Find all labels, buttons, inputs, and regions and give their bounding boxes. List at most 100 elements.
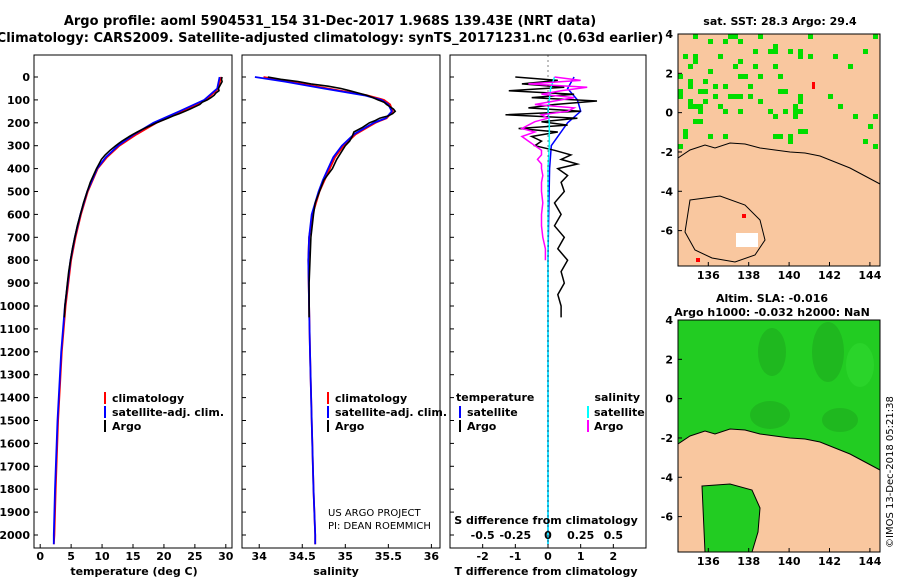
depth-tick-label: 1400 bbox=[0, 392, 30, 405]
map-y-tick-label: 2 bbox=[665, 67, 673, 80]
sst-pixel bbox=[703, 89, 708, 94]
map-y-tick-label: 0 bbox=[665, 393, 673, 406]
legend-satellite: satellite-adj. clim. bbox=[335, 406, 447, 419]
sst-pixel bbox=[713, 84, 718, 89]
sst-pixel bbox=[698, 89, 703, 94]
depth-axis: 0 100 200 300 400 500 600 700 800 900 1000 1100 1200… bbox=[0, 71, 454, 542]
sst-pixel bbox=[698, 119, 703, 124]
depth-tick-label: 800 bbox=[7, 254, 30, 267]
sst-pixel bbox=[728, 34, 733, 39]
map-y-tick-label: 2 bbox=[665, 353, 673, 366]
map-y-tick-label: -6 bbox=[661, 225, 674, 238]
series-line-climatology bbox=[52, 76, 222, 545]
map-y-tick-label: -2 bbox=[661, 146, 673, 159]
sst-pixel bbox=[773, 44, 778, 49]
sst-pixel bbox=[738, 39, 743, 44]
difference-tick-label: 0 bbox=[544, 550, 552, 563]
temperature-tick-label: 30 bbox=[218, 550, 234, 563]
difference-axis-label: T difference from climatology bbox=[454, 565, 637, 578]
sst-pixel bbox=[793, 109, 798, 114]
sst-pixel bbox=[838, 104, 843, 109]
sst-pixel bbox=[698, 109, 703, 114]
depth-tick-label: 1500 bbox=[0, 415, 30, 428]
map-y-tick-label: -4 bbox=[661, 471, 674, 484]
sst-pixel bbox=[688, 79, 693, 84]
map-y-tick-label: -2 bbox=[661, 432, 673, 445]
sst-pixel bbox=[758, 34, 763, 39]
salinity-series bbox=[254, 76, 397, 545]
depth-tick-label: 400 bbox=[7, 163, 30, 176]
sst-map-title: sat. SST: 28.3 Argo: 29.4 bbox=[703, 15, 857, 28]
sst-pixel bbox=[868, 124, 873, 129]
sst-pixel bbox=[793, 104, 798, 109]
sst-pixel bbox=[718, 104, 723, 109]
difference-salinity-tick-label: -0.5 bbox=[471, 529, 495, 542]
sst-pixel bbox=[713, 94, 718, 99]
series-line-climatology bbox=[263, 76, 394, 545]
salinity-panel bbox=[241, 54, 441, 549]
temperature-tick-label: 10 bbox=[94, 550, 110, 563]
salinity-axis-label: salinity bbox=[313, 565, 359, 578]
sst-pixel bbox=[748, 84, 753, 89]
sst-pixel bbox=[728, 94, 733, 99]
salinity-tick-label: 35 bbox=[338, 550, 353, 563]
sst-pixel bbox=[678, 144, 683, 149]
temperature-tick-label: 25 bbox=[187, 550, 202, 563]
series-line-argo bbox=[267, 76, 397, 318]
sst-map bbox=[678, 34, 880, 266]
sst-pixel bbox=[773, 114, 778, 119]
sst-pixel bbox=[828, 94, 833, 99]
sla-map-frame bbox=[677, 319, 881, 553]
legend-s-argo: Argo bbox=[594, 420, 624, 433]
sst-pixel bbox=[723, 39, 728, 44]
salinity-tick-label: 36 bbox=[424, 550, 440, 563]
sst-pixel bbox=[683, 129, 688, 134]
legend-t-satellite: satellite bbox=[467, 406, 518, 419]
depth-tick-label: 1200 bbox=[0, 346, 30, 359]
sla-map-title-line1: Altim. SLA: -0.016 bbox=[716, 292, 828, 305]
temperature-axis-label: temperature (deg C) bbox=[70, 565, 197, 578]
map-x-tick-label: 144 bbox=[858, 269, 881, 282]
sst-pixel bbox=[678, 74, 683, 79]
legend-salinity-title: salinity bbox=[594, 391, 640, 404]
salinity-tick-label: 35.5 bbox=[375, 550, 402, 563]
sst-pixel bbox=[773, 64, 778, 69]
depth-tick-label: 700 bbox=[7, 231, 30, 244]
sst-pixel bbox=[778, 89, 783, 94]
difference-salinity-tick-label: 0.25 bbox=[567, 529, 594, 542]
sst-pixel bbox=[723, 109, 728, 114]
sst-pixel bbox=[853, 114, 858, 119]
island-coast bbox=[701, 483, 761, 552]
sst-pixel bbox=[798, 49, 803, 54]
sst-pixel bbox=[703, 79, 708, 84]
sst-map-ticks: 136 138 140 142 144 4 2 0 -2 -4 -6 bbox=[661, 28, 882, 282]
difference-tick-label: -1 bbox=[509, 550, 521, 563]
sst-pixel bbox=[688, 84, 693, 89]
temperature-panel bbox=[33, 54, 233, 549]
difference-tick-label: 2 bbox=[610, 550, 618, 563]
sst-pixel bbox=[738, 74, 743, 79]
sst-pixel bbox=[758, 99, 763, 104]
map-x-tick-label: 142 bbox=[818, 269, 841, 282]
sst-pixel bbox=[788, 49, 793, 54]
sst-pixel bbox=[688, 99, 693, 104]
sst-pixel bbox=[798, 129, 803, 134]
sst-pixel bbox=[768, 109, 773, 114]
depth-tick-label: 0 bbox=[22, 71, 30, 84]
depth-tick-label: 200 bbox=[7, 117, 30, 130]
sst-pixel bbox=[693, 54, 698, 59]
imos-credit: ©IMOS 13-Dec-2018 05:21:38 bbox=[885, 396, 896, 548]
legend-argo: Argo bbox=[112, 420, 142, 433]
sst-pixel bbox=[773, 49, 778, 54]
map-x-tick-label: 136 bbox=[697, 555, 720, 568]
sst-pixel bbox=[798, 54, 803, 59]
sst-map-frame bbox=[677, 33, 881, 267]
map-y-tick-label: -6 bbox=[661, 511, 674, 524]
temperature-series bbox=[52, 76, 223, 545]
series-line-satellite-adj-clim- bbox=[254, 76, 393, 545]
sst-pixel bbox=[873, 114, 878, 119]
sst-pixel bbox=[788, 139, 793, 144]
depth-tick-label: 1300 bbox=[0, 369, 30, 382]
sst-pixel bbox=[778, 134, 783, 139]
